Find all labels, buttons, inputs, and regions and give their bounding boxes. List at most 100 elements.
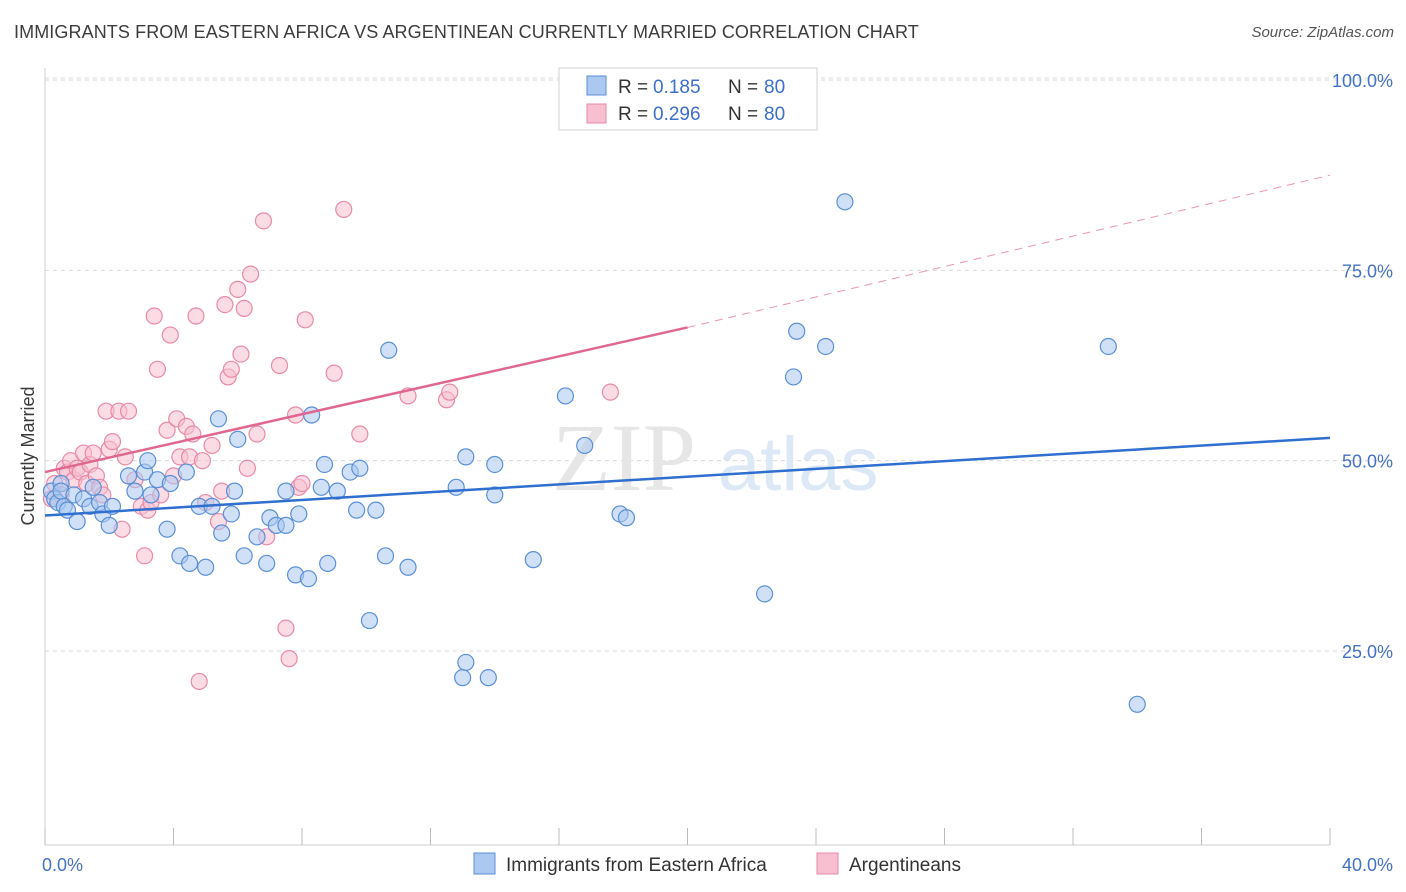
argentineans-point xyxy=(235,299,253,317)
eastern-africa-point xyxy=(177,463,195,481)
legend-swatch-blue xyxy=(586,75,607,96)
trend-lines xyxy=(44,174,1331,517)
gridlines xyxy=(45,77,1392,652)
trend-line-argentineans-extrapolated xyxy=(687,174,1331,328)
argentineans-point xyxy=(232,345,250,363)
argentineans-point xyxy=(116,448,134,466)
argentineans-point xyxy=(190,672,208,691)
argentineans-point xyxy=(187,307,205,325)
watermark-atlas: atlas xyxy=(718,422,879,507)
eastern-africa-point xyxy=(1128,695,1146,713)
eastern-africa-point xyxy=(258,554,276,573)
eastern-africa-point xyxy=(360,611,379,630)
argentineans-point xyxy=(254,212,273,230)
argentineans-point xyxy=(193,452,212,470)
chart-title: IMMIGRANTS FROM EASTERN AFRICA VS ARGENT… xyxy=(14,22,919,42)
argentineans-point xyxy=(135,547,154,565)
y-tick-label: 50.0% xyxy=(1342,452,1393,472)
eastern-africa-point xyxy=(457,448,475,466)
eastern-africa-point xyxy=(229,430,247,448)
eastern-africa-point xyxy=(351,459,369,477)
eastern-africa-point xyxy=(315,455,334,474)
legend-r-value-1: 0.185 xyxy=(653,77,701,98)
legend-n-label-2: N = xyxy=(728,104,758,125)
eastern-africa-point xyxy=(222,505,240,523)
eastern-africa-point xyxy=(68,512,86,531)
eastern-africa-point xyxy=(486,486,504,504)
argentineans-point xyxy=(277,619,295,637)
eastern-africa-point xyxy=(617,509,636,527)
y-tick-label: 100.0% xyxy=(1332,71,1393,91)
eastern-africa-point xyxy=(784,368,803,386)
eastern-africa-point xyxy=(376,547,395,565)
y-tick-labels: 100.0% 75.0% 50.0% 25.0% xyxy=(1332,71,1393,662)
eastern-africa-point xyxy=(556,387,575,405)
argentineans-point xyxy=(248,425,266,443)
eastern-africa-point xyxy=(348,501,366,519)
eastern-africa-point xyxy=(788,322,806,340)
argentineans-point xyxy=(103,433,122,451)
legend-r-label-2: R = xyxy=(618,104,648,125)
eastern-africa-point xyxy=(399,558,417,576)
eastern-africa-point xyxy=(277,482,295,500)
argentineans-point xyxy=(158,421,176,439)
trend-line-argentineans xyxy=(44,326,688,474)
eastern-africa-point xyxy=(142,486,160,504)
eastern-africa-point xyxy=(225,482,244,500)
argentineans-point xyxy=(242,265,260,283)
eastern-africa-point xyxy=(312,478,330,496)
eastern-africa-point xyxy=(126,482,144,500)
x-tick-labels: 0.0% 40.0% xyxy=(42,855,1393,875)
eastern-africa-point xyxy=(576,436,594,455)
axes xyxy=(44,68,1331,846)
argentineans-point xyxy=(222,360,240,378)
stats-legend: R = 0.185 N = 80 R = 0.296 N = 80 xyxy=(558,67,818,131)
eastern-africa-point xyxy=(817,337,835,356)
eastern-africa-point xyxy=(479,669,497,687)
argentineans-point xyxy=(148,360,167,378)
eastern-africa-point xyxy=(367,501,385,519)
legend-n-label-1: N = xyxy=(728,77,758,98)
eastern-africa-point xyxy=(755,585,774,603)
argentineans-point xyxy=(601,383,620,401)
y-tick-label: 25.0% xyxy=(1342,642,1393,662)
eastern-africa-point xyxy=(197,558,215,576)
eastern-africa-point xyxy=(209,410,228,428)
y-axis-label: Currently Married xyxy=(18,386,38,525)
argentineans-point xyxy=(119,402,138,420)
argentineans-point xyxy=(238,459,256,477)
eastern-africa-point xyxy=(235,547,253,565)
eastern-africa-point xyxy=(180,554,199,573)
eastern-africa-point xyxy=(119,467,138,485)
legend-r-label-1: R = xyxy=(618,77,648,98)
x-tick-label: 0.0% xyxy=(42,855,83,875)
eastern-africa-point xyxy=(248,528,266,546)
eastern-africa-point xyxy=(213,524,231,542)
series-legend-swatch-pink xyxy=(816,852,839,875)
eastern-africa-point xyxy=(139,452,157,470)
eastern-africa-point xyxy=(319,554,337,573)
eastern-africa-point xyxy=(161,474,179,493)
eastern-africa-point xyxy=(84,478,102,496)
eastern-africa-point xyxy=(277,516,295,534)
watermark: ZIP atlas xyxy=(552,404,879,511)
eastern-africa-point xyxy=(454,669,472,687)
series-eastern-africa-points xyxy=(42,193,1146,713)
argentineans-point xyxy=(335,200,353,219)
argentineans-point xyxy=(270,356,289,375)
eastern-africa-point xyxy=(380,341,398,359)
eastern-africa-point xyxy=(303,406,321,424)
watermark-zip: ZIP xyxy=(552,404,696,511)
argentineans-point xyxy=(293,474,311,493)
series-legend-label-blue: Immigrants from Eastern Africa xyxy=(506,855,767,876)
series-argentineans-points xyxy=(42,200,620,691)
series-legend: Immigrants from Eastern Africa Argentine… xyxy=(473,852,961,876)
argentineans-point xyxy=(216,295,234,314)
legend-n-value-1: 80 xyxy=(764,77,785,98)
argentineans-point xyxy=(296,311,314,329)
legend-r-value-2: 0.296 xyxy=(653,104,701,125)
eastern-africa-point xyxy=(447,478,465,496)
argentineans-point xyxy=(229,280,247,298)
argentineans-point xyxy=(325,364,343,382)
